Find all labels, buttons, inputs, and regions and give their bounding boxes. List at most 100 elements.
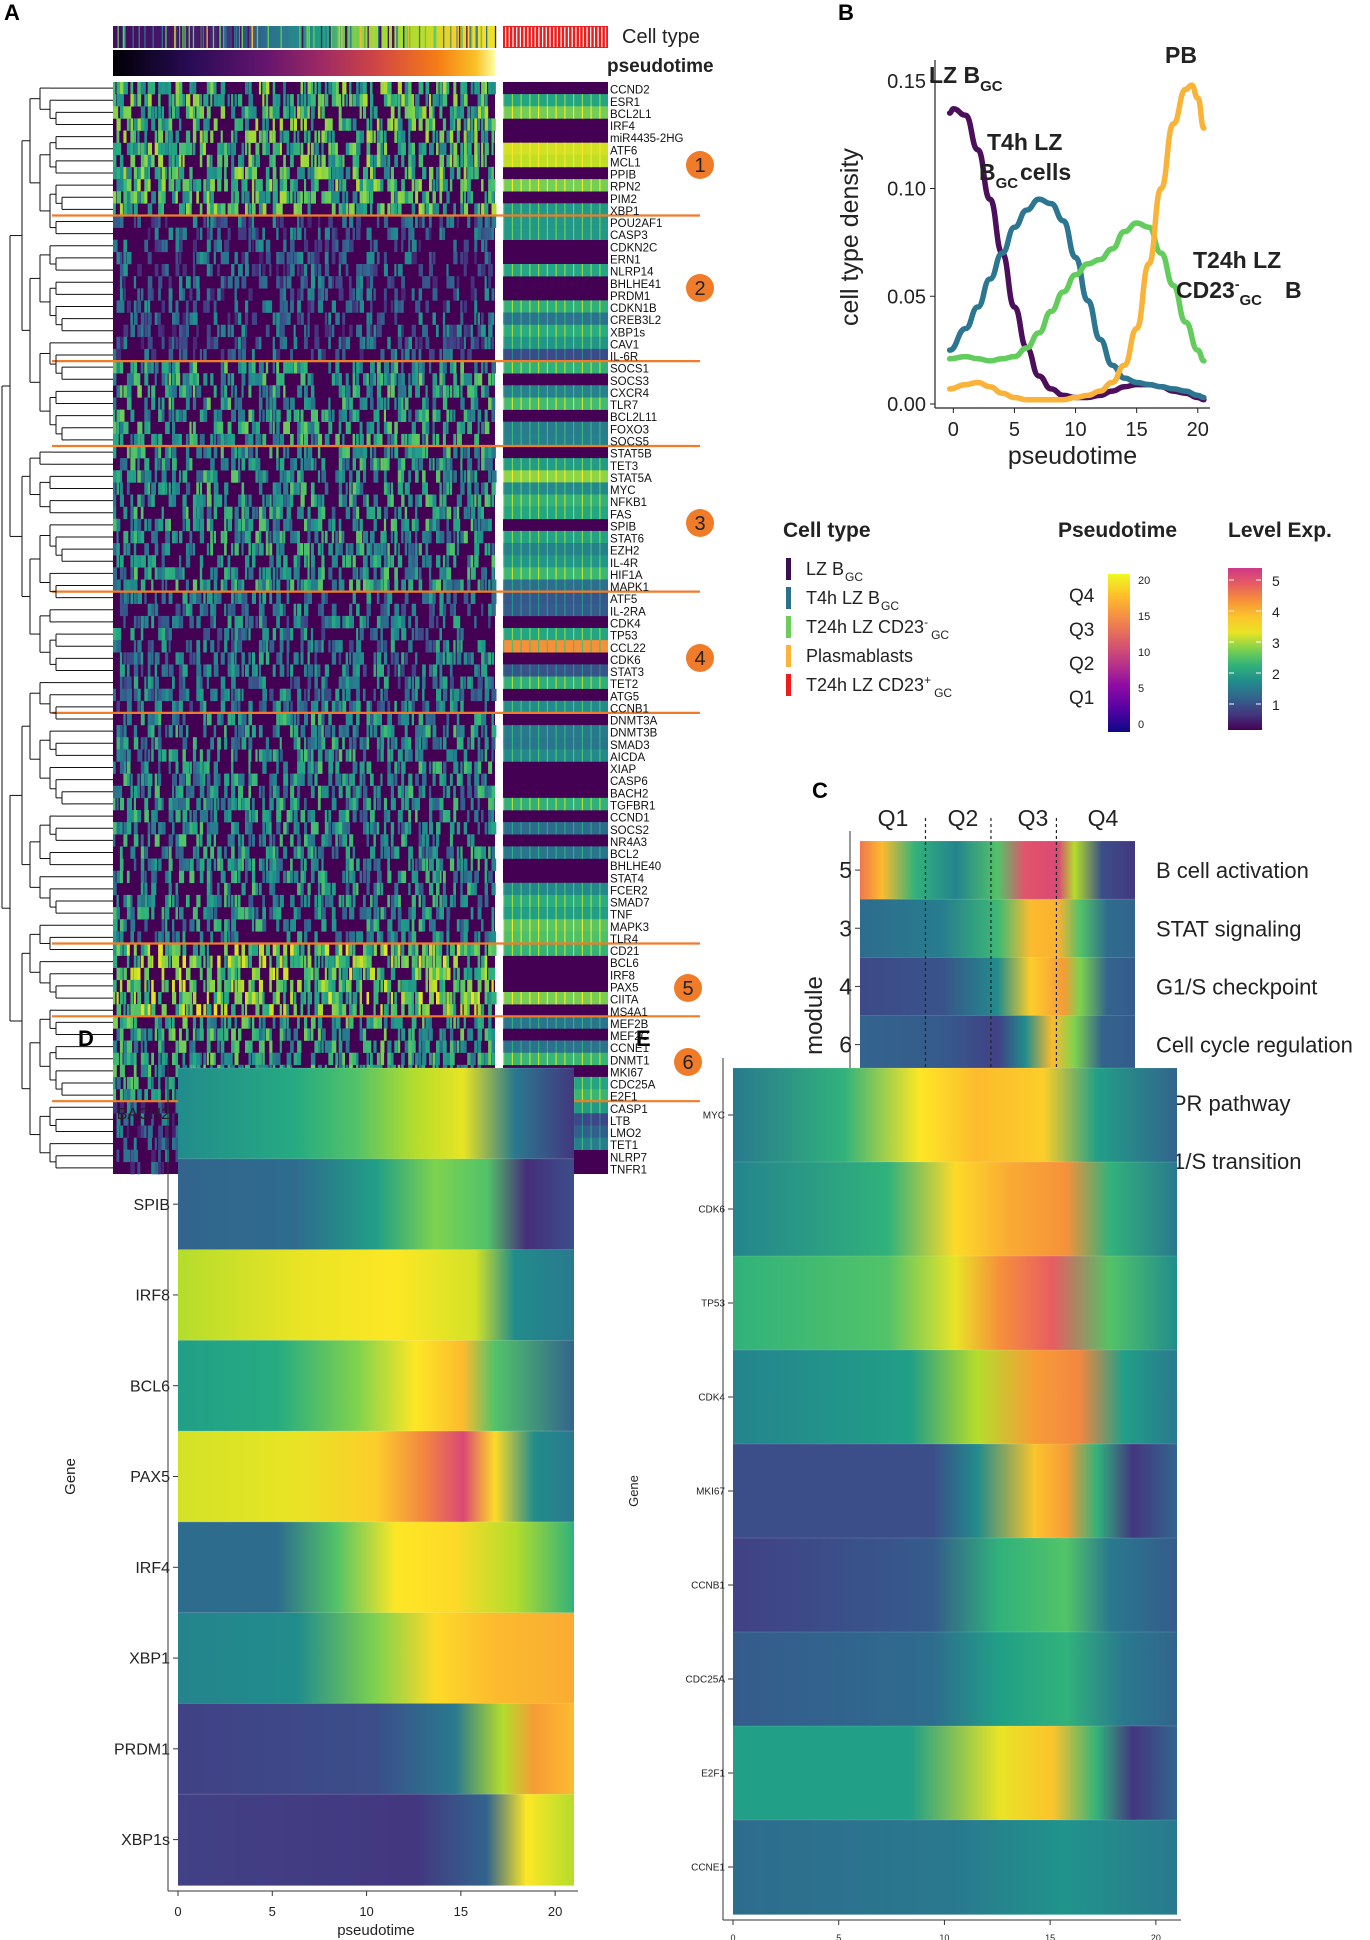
heatmap-cell [408,785,414,799]
heatmap-cell [491,166,494,180]
heatmap-cell [460,482,465,495]
heatmap-cell [404,251,410,265]
heatmap-cell [175,227,180,240]
heatmap-cell [213,603,217,617]
panel-label-c: C [812,778,828,803]
heatmap-cell [453,446,458,459]
heatmap-cell [310,628,314,641]
heatmap-cell [217,919,222,932]
heatmap-cell [140,470,144,483]
heatmap-cell [307,579,313,592]
heatmap-cell [140,106,146,119]
heatmap-cell [210,882,213,896]
heatmap-cell [220,433,225,447]
heatmap-cell [328,130,331,143]
heatmap-cell [161,82,166,95]
heatmap-cell [258,191,263,204]
heatmap-cell [203,251,208,265]
heatmap-cell [376,822,380,835]
heatmap-cell [467,506,471,520]
heatmap-cell [137,470,143,483]
heatmap-cell [439,82,443,95]
heatmap-cell [359,907,365,920]
heatmap-cell [113,640,117,653]
heatmap-cell [349,543,354,556]
heatmap-cell [137,1028,143,1041]
heatmap-cell [342,1028,348,1041]
heatmap-cell [140,530,145,544]
heatmap-cell [470,737,475,750]
heatmap-cell [196,640,201,653]
heatmap-cell [307,166,311,180]
heatmap-cell [422,421,427,435]
heatmap-cell [439,894,443,908]
heatmap-cell [307,664,313,677]
heatmap-cell [130,652,135,665]
heatmap-cell [137,215,141,228]
heatmap-cell [401,870,407,884]
heatmap-cell [425,191,430,204]
heatmap-cell [182,348,188,362]
heatmap-cell [338,943,343,956]
heatmap-cell [363,943,368,956]
heatmap-cell [429,494,433,507]
heatmap-cell [258,700,263,714]
heatmap-cell [297,421,303,435]
heatmap-cell [290,264,295,277]
heatmap-cell [397,749,403,762]
heatmap-cell [123,603,128,617]
heatmap-cell [387,94,392,107]
heatmap-cell [189,979,194,993]
heatmap-cell [321,846,325,859]
heatmap-cell [366,130,372,143]
heatmap-cell [144,749,147,762]
heatmap-cell [349,894,352,908]
heatmap-cell [429,992,434,1005]
heatmap-cell [147,421,151,435]
heatmap-cell [158,276,163,289]
heatmap-cell [213,203,218,216]
heatmap-cell [442,385,447,398]
heatmap-cell [199,494,205,507]
heatmap-cell [442,300,447,313]
heatmap-cell [241,518,247,532]
heatmap-cell [147,785,151,799]
heatmap-cell [258,1028,264,1041]
heatmap-cell [481,955,486,968]
heatmap-cell [123,506,128,520]
heatmap-cell [272,579,275,592]
heatmap-cell [116,470,121,483]
heatmap-cell [175,1004,179,1017]
heatmap-cell [467,943,472,956]
heatmap-cell [418,992,423,1005]
heatmap-cell [321,288,325,301]
heatmap-cell [234,773,239,786]
heatmap-cell [321,834,327,847]
heatmap-cell [415,336,418,350]
heatmap-cell [491,470,497,483]
heatmap-cell [418,712,424,726]
heatmap-cell [349,652,352,665]
heatmap-cell [144,421,150,435]
heatmap-cell [154,664,157,677]
heatmap-cell [290,494,294,507]
heatmap-cell [342,348,346,362]
heatmap-cell [234,276,240,289]
heatmap-cell [133,118,137,131]
heatmap-cell [411,1016,417,1029]
heatmap-cell [408,215,414,228]
heatmap-cell [446,810,451,823]
heatmap-cell [199,154,203,168]
heatmap-cell [165,628,169,641]
heatmap-cell [363,397,368,410]
heatmap-cell [474,106,477,119]
heatmap-cell [154,931,158,944]
heatmap-cell [352,955,356,968]
heatmap-cell [342,82,347,95]
heatmap-cell [258,603,264,617]
heatmap-cell [286,361,292,374]
heatmap-cell [352,652,358,665]
heatmap-cell [119,1052,123,1066]
heatmap-cell [234,749,238,762]
heatmap-cell [481,385,486,398]
